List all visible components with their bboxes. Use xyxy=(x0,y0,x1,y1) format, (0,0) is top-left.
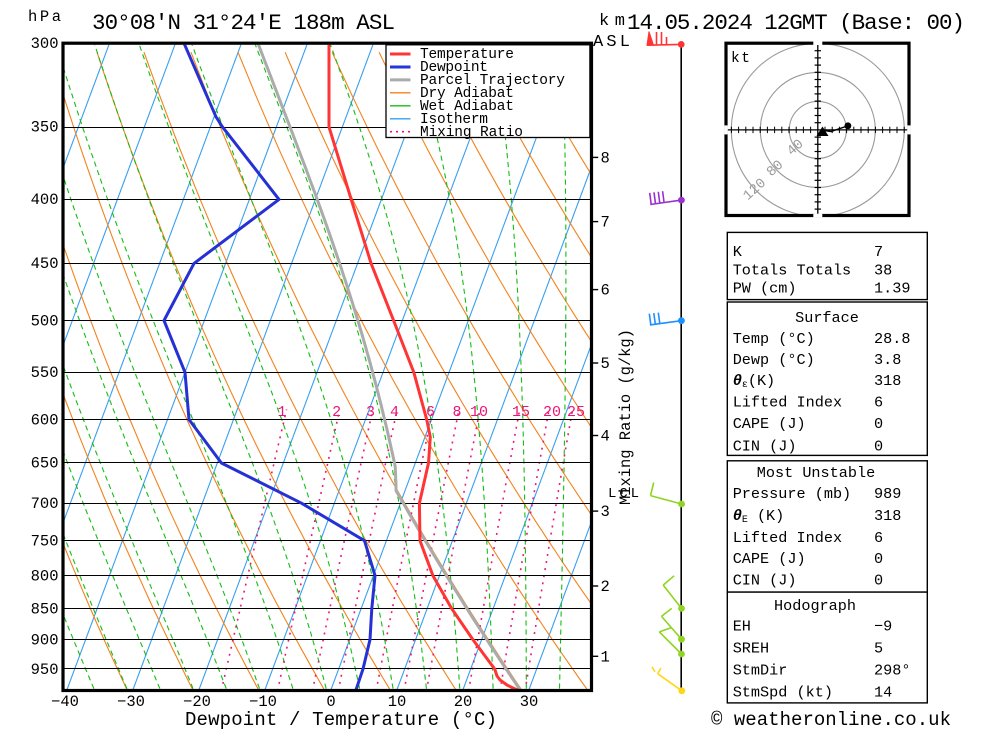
svg-text:Lifted Index: Lifted Index xyxy=(733,529,842,547)
svg-text:0: 0 xyxy=(326,693,335,711)
svg-text:20: 20 xyxy=(454,693,473,711)
svg-text:900: 900 xyxy=(31,631,59,649)
svg-text:6: 6 xyxy=(601,282,610,300)
svg-text:Wet Adiabat: Wet Adiabat xyxy=(420,99,514,115)
svg-text:5: 5 xyxy=(874,640,883,658)
svg-text:1.39: 1.39 xyxy=(874,280,910,298)
svg-text:Most Unstable: Most Unstable xyxy=(757,464,875,482)
svg-text:hPa: hPa xyxy=(28,8,61,26)
svg-text:4: 4 xyxy=(601,428,610,446)
svg-text:0: 0 xyxy=(874,571,883,589)
svg-text:30°08'N 31°24'E 188m ASL: 30°08'N 31°24'E 188m ASL xyxy=(92,10,395,36)
svg-text:Surface: Surface xyxy=(795,309,859,327)
svg-text:6: 6 xyxy=(874,529,883,547)
svg-text:−10: −10 xyxy=(249,693,277,711)
svg-text:450: 450 xyxy=(31,255,59,273)
svg-text:3: 3 xyxy=(601,503,610,521)
svg-text:Dewpoint: Dewpoint xyxy=(420,60,488,76)
svg-text:10: 10 xyxy=(470,404,488,421)
svg-text:Parcel Trajectory: Parcel Trajectory xyxy=(420,73,565,89)
svg-text:StmSpd (kt): StmSpd (kt) xyxy=(733,683,833,701)
svg-text:14: 14 xyxy=(874,683,892,701)
svg-text:500: 500 xyxy=(31,312,59,330)
svg-text:3: 3 xyxy=(366,404,375,421)
svg-text:0: 0 xyxy=(874,415,883,433)
svg-text:CIN (J): CIN (J) xyxy=(733,437,797,455)
svg-text:−20: −20 xyxy=(183,693,211,711)
svg-text:Dry Adiabat: Dry Adiabat xyxy=(420,86,514,102)
svg-text:400: 400 xyxy=(31,191,59,209)
svg-text:Totals Totals: Totals Totals xyxy=(733,261,851,279)
svg-text:2: 2 xyxy=(332,404,341,421)
svg-text:Dewpoint / Temperature (°C): Dewpoint / Temperature (°C) xyxy=(185,709,497,731)
svg-text:© weatheronline.co.uk: © weatheronline.co.uk xyxy=(711,709,951,731)
svg-text:Hodograph: Hodograph xyxy=(774,597,856,615)
svg-text:30: 30 xyxy=(520,693,539,711)
svg-text:15: 15 xyxy=(512,404,530,421)
svg-text:300: 300 xyxy=(31,35,59,53)
svg-text:6: 6 xyxy=(874,394,883,412)
svg-text:8: 8 xyxy=(452,404,461,421)
svg-text:3.8: 3.8 xyxy=(874,351,901,369)
svg-text:28.8: 28.8 xyxy=(874,330,910,348)
svg-text:600: 600 xyxy=(31,411,59,429)
svg-text:850: 850 xyxy=(31,600,59,618)
svg-text:Dewp (°C): Dewp (°C) xyxy=(733,351,815,369)
svg-text:0: 0 xyxy=(874,437,883,455)
svg-text:318: 318 xyxy=(874,507,901,525)
svg-text:650: 650 xyxy=(31,455,59,473)
svg-text:Temp (°C): Temp (°C) xyxy=(733,330,815,348)
svg-text:4: 4 xyxy=(390,404,399,421)
svg-text:θE (K): θE (K) xyxy=(733,507,785,526)
svg-text:700: 700 xyxy=(31,495,59,513)
svg-text:14.05.2024 12GMT (Base: 00): 14.05.2024 12GMT (Base: 00) xyxy=(627,10,965,36)
svg-text:EH: EH xyxy=(733,618,751,636)
svg-text:Isotherm: Isotherm xyxy=(420,112,488,128)
svg-text:989: 989 xyxy=(874,485,901,503)
svg-text:5: 5 xyxy=(601,355,610,373)
svg-text:318: 318 xyxy=(874,372,901,390)
svg-text:298°: 298° xyxy=(874,661,910,679)
svg-text:LCL: LCL xyxy=(608,486,639,502)
svg-text:20: 20 xyxy=(543,404,561,421)
svg-text:550: 550 xyxy=(31,364,59,382)
svg-text:CIN (J): CIN (J) xyxy=(733,571,797,589)
svg-text:950: 950 xyxy=(31,661,59,679)
svg-text:−40: −40 xyxy=(51,693,79,711)
svg-text:CAPE (J): CAPE (J) xyxy=(733,550,806,568)
svg-text:K: K xyxy=(733,243,743,261)
svg-text:−30: −30 xyxy=(117,693,145,711)
svg-text:CAPE (J): CAPE (J) xyxy=(733,415,806,433)
svg-text:8: 8 xyxy=(601,149,610,167)
svg-text:ASL: ASL xyxy=(593,33,630,52)
svg-text:Mixing Ratio: Mixing Ratio xyxy=(420,125,523,141)
svg-text:0: 0 xyxy=(874,550,883,568)
svg-text:Temperature: Temperature xyxy=(420,47,514,63)
svg-text:Lifted Index: Lifted Index xyxy=(733,394,842,412)
svg-text:θε(K): θε(K) xyxy=(733,372,775,391)
svg-text:2: 2 xyxy=(601,578,610,596)
svg-text:38: 38 xyxy=(874,261,892,279)
svg-text:7: 7 xyxy=(874,243,883,261)
svg-text:10: 10 xyxy=(388,693,407,711)
svg-text:350: 350 xyxy=(31,119,59,137)
svg-text:25: 25 xyxy=(567,404,585,421)
svg-text:7: 7 xyxy=(601,214,610,232)
svg-text:PW (cm): PW (cm) xyxy=(733,280,797,298)
svg-text:−9: −9 xyxy=(874,618,892,636)
svg-text:kt: kt xyxy=(731,51,750,67)
svg-text:Pressure (mb): Pressure (mb) xyxy=(733,485,851,503)
svg-text:1: 1 xyxy=(277,404,286,421)
svg-text:SREH: SREH xyxy=(733,640,769,658)
svg-text:750: 750 xyxy=(31,532,59,550)
svg-text:6: 6 xyxy=(426,404,435,421)
svg-text:Mixing Ratio (g/kg): Mixing Ratio (g/kg) xyxy=(617,329,635,505)
svg-text:800: 800 xyxy=(31,568,59,586)
svg-text:1: 1 xyxy=(601,648,610,666)
svg-text:StmDir: StmDir xyxy=(733,661,788,679)
